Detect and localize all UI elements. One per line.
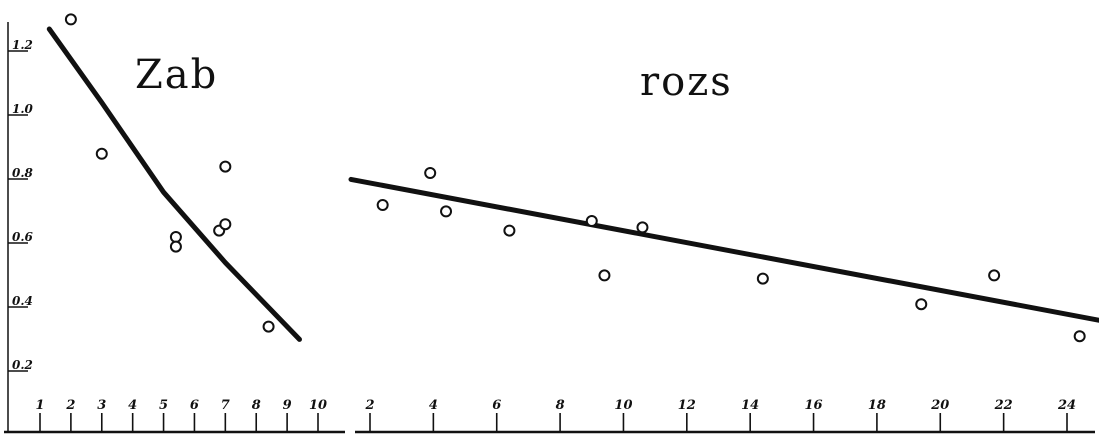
zab-y-tick-label: 0.4 [12,294,33,308]
zab-x-tick-label: 2 [65,398,75,413]
zab-chart-panel: 1 2 3 4 5 6 7 8 9 10 0.2 0.4 0.6 0.8 1.0 1.2 Zab [4,13,345,434]
rozs-data-point [585,215,598,227]
zab-data-point [64,13,77,26]
zab-data-point [219,218,232,231]
zab-data-point [169,240,182,253]
rozs-x-tick-label: 4 [429,398,438,413]
zab-chart-title: Zab [135,52,218,98]
rozs-data-point [376,199,389,211]
zab-x-tick-label: 9 [283,398,292,413]
rozs-x-tick-label: 14 [741,398,759,413]
zab-y-tick-label: 0.2 [12,358,33,372]
rozs-x-tick-label: 22 [994,398,1013,413]
rozs-chart-title: rozs [640,59,733,105]
rozs-data-point [915,298,928,311]
zab-y-tick-label: 0.6 [12,230,34,244]
zab-data-point [219,160,232,173]
zab-data-point [95,147,108,160]
zab-x-tick-label: 6 [190,398,199,413]
rozs-x-tick-label: 20 [930,398,949,413]
rozs-data-point [988,269,1001,282]
zab-y-tick-label: 1.2 [12,38,33,52]
zab-x-tick-label: 7 [221,398,230,413]
rozs-x-tick-label: 8 [556,398,565,413]
rozs-x-tick-label: 16 [804,398,822,413]
zab-x-tick-label: 3 [97,398,106,413]
zab-x-tick-label: 8 [252,398,261,413]
zab-x-tick-label: 4 [128,398,137,413]
zab-data-point [169,231,182,243]
zab-y-tick-label: 1.0 [12,102,34,116]
rozs-x-tick-label: 6 [492,398,501,413]
rozs-trend-line [348,176,1099,323]
rozs-x-tick-label: 24 [1057,398,1076,413]
zab-trend-line [46,26,302,342]
rozs-data-point [424,167,437,179]
zab-y-tick-label: 0.8 [12,166,34,180]
zab-x-tick-label: 10 [309,398,327,413]
rozs-x-tick-label: 12 [678,398,696,413]
zab-x-tick-label: 5 [159,398,168,413]
rozs-x-tick-label: 18 [868,398,886,413]
rozs-data-point [1073,330,1086,343]
rozs-data-point [756,272,769,285]
zab-x-tick-label: 1 [35,398,44,413]
zab-data-point [262,320,275,333]
rozs-x-tick-label: 2 [364,398,374,413]
rozs-data-point [440,205,453,218]
rozs-x-tick-label: 10 [614,398,632,413]
rozs-data-point [636,221,649,234]
rozs-data-point [598,269,611,282]
rozs-data-point [503,224,516,237]
